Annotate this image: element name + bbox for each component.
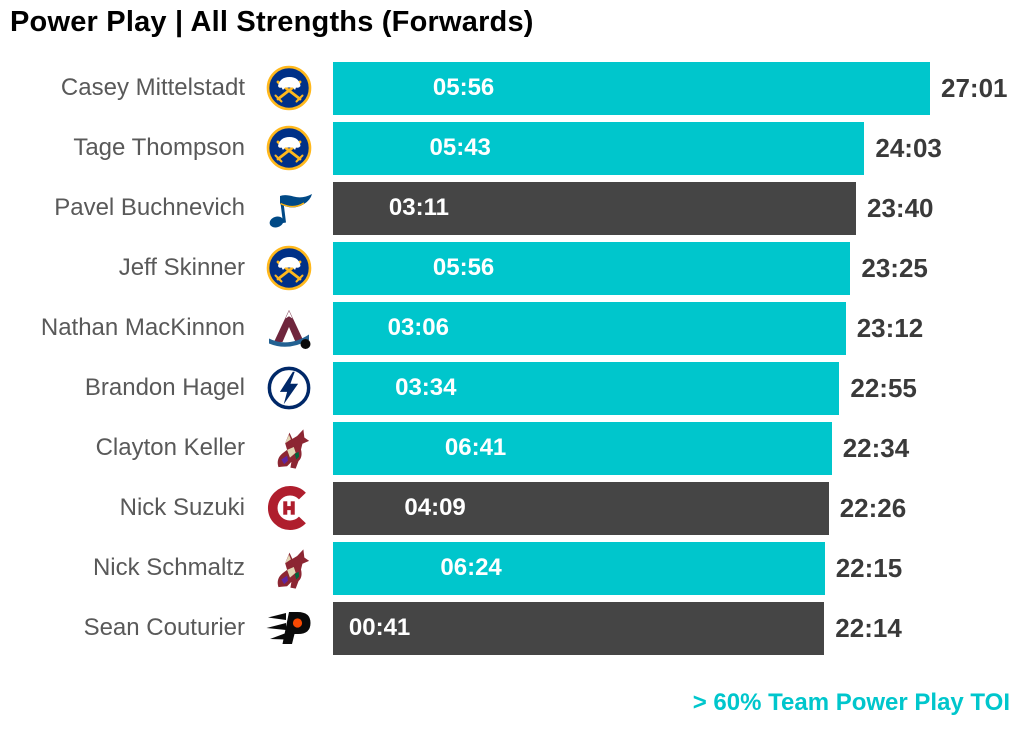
- bar-area: 05:56 27:01: [333, 58, 1024, 118]
- player-name: Nick Schmaltz: [92, 554, 245, 581]
- total-toi-label: 22:34: [842, 432, 910, 463]
- bar-area: 03:06 23:12: [333, 298, 1024, 358]
- total-toi-label: 27:01: [941, 72, 1008, 103]
- player-row: Sean Couturier 00:41 22:14: [0, 598, 1024, 658]
- bar-area: 03:11 23:40: [333, 178, 1024, 238]
- player-name: Nathan MacKinnon: [40, 314, 245, 341]
- coyotes-logo: [245, 425, 333, 471]
- legend-note: > 60% Team Power Play TOI: [692, 689, 1010, 716]
- player-name: Casey Mittelstadt: [60, 74, 245, 101]
- player-name: Brandon Hagel: [84, 374, 245, 401]
- sabres-logo: [245, 124, 333, 172]
- blues-logo: [245, 184, 333, 232]
- canadiens-logo: [245, 485, 333, 531]
- toi-bar: 00:41: [333, 601, 825, 655]
- player-row: Nick Suzuki 04:09 22:26: [0, 478, 1024, 538]
- player-name: Clayton Keller: [95, 434, 245, 461]
- toi-bar: 05:56: [333, 241, 851, 295]
- pp-toi-label: 00:41: [348, 614, 411, 641]
- lightning-logo: [245, 365, 333, 411]
- player-row: Nathan MacKinnon 03:06 23:12: [0, 298, 1024, 358]
- pp-toi-label: 06:24: [440, 554, 502, 581]
- player-row: Jeff Skinner 05:56 23:25: [0, 238, 1024, 298]
- toi-bar: 03:06: [333, 301, 846, 355]
- bar-area: 00:41 22:14: [333, 598, 1024, 658]
- player-name: Tage Thompson: [73, 134, 245, 161]
- total-toi-label: 22:26: [839, 492, 907, 523]
- total-toi-label: 22:55: [850, 372, 917, 403]
- player-name: Pavel Buchnevich: [54, 194, 245, 221]
- player-row: Nick Schmaltz 06:24 22:15: [0, 538, 1024, 598]
- pp-toi-label: 06:41: [444, 434, 507, 461]
- toi-bar: 03:11: [333, 181, 856, 235]
- bar-area: 06:41 22:34: [333, 418, 1024, 478]
- bar-chart: Casey Mittelstadt 05:56 27:01 Tage Thomp…: [0, 58, 1024, 658]
- total-toi-label: 22:14: [835, 612, 902, 643]
- toi-bar: 06:41: [333, 421, 832, 475]
- bar-area: 03:34 22:55: [333, 358, 1024, 418]
- total-toi-label: 23:12: [856, 312, 924, 343]
- avalanche-logo: [245, 304, 333, 352]
- pp-toi-label: 05:56: [432, 74, 495, 101]
- player-name: Nick Suzuki: [119, 494, 245, 521]
- total-toi-label: 23:25: [861, 252, 928, 283]
- toi-bar: 06:24: [333, 541, 825, 595]
- toi-bar: 05:56: [333, 61, 930, 115]
- bar-area: 04:09 22:26: [333, 478, 1024, 538]
- player-name: Sean Couturier: [83, 614, 245, 641]
- flyers-logo: [245, 604, 333, 652]
- player-row: Brandon Hagel 03:34 22:55: [0, 358, 1024, 418]
- player-row: Pavel Buchnevich 03:11 23:40: [0, 178, 1024, 238]
- pp-toi-label: 03:34: [395, 374, 457, 401]
- total-toi-label: 24:03: [875, 132, 942, 163]
- total-toi-label: 22:15: [835, 552, 903, 583]
- player-name: Jeff Skinner: [118, 254, 245, 281]
- coyotes-logo: [245, 545, 333, 591]
- pp-toi-label: 04:09: [404, 494, 466, 521]
- pp-toi-label: 03:06: [387, 314, 449, 341]
- player-row: Clayton Keller 06:41 22:34: [0, 418, 1024, 478]
- toi-bar: 03:34: [333, 361, 840, 415]
- player-row: Casey Mittelstadt 05:56 27:01: [0, 58, 1024, 118]
- toi-bar: 05:43: [333, 121, 865, 175]
- toi-bar: 04:09: [333, 481, 829, 535]
- pp-toi-label: 05:56: [432, 254, 495, 281]
- bar-area: 06:24 22:15: [333, 538, 1024, 598]
- bar-area: 05:43 24:03: [333, 118, 1024, 178]
- bar-area: 05:56 23:25: [333, 238, 1024, 298]
- total-toi-label: 23:40: [867, 192, 934, 223]
- page-title: Power Play | All Strengths (Forwards): [10, 6, 534, 38]
- player-row: Tage Thompson 05:43 24:03: [0, 118, 1024, 178]
- pp-toi-label: 05:43: [429, 134, 491, 161]
- sabres-logo: [245, 64, 333, 112]
- sabres-logo: [245, 244, 333, 292]
- pp-toi-label: 03:11: [388, 194, 449, 221]
